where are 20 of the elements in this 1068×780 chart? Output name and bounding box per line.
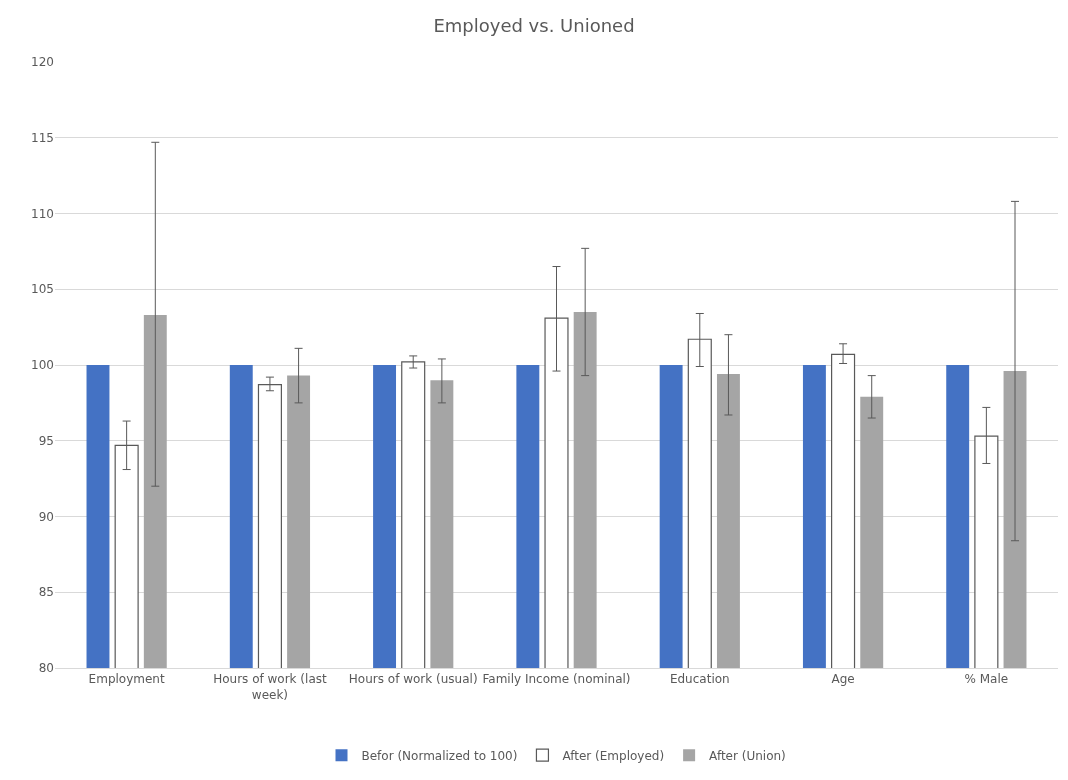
x-tick-label: Education [669, 672, 730, 687]
x-tick-label: % Male [964, 672, 1009, 687]
y-tick-label: 110 [31, 206, 54, 221]
y-tick-label: 85 [38, 585, 54, 600]
legend-label: After (Employed) [562, 748, 665, 763]
x-tick-label: Employment [88, 672, 165, 687]
y-tick-label: 120 [31, 55, 54, 70]
chart-title: Employed vs. Unioned [433, 15, 635, 37]
x-tick-label: Family Income (nominal) [482, 672, 631, 687]
x-tick-label: Age [831, 672, 855, 687]
y-tick-label: 105 [31, 282, 54, 297]
x-tick-label: Hours of work (usual) [348, 672, 478, 687]
y-tick-label: 80 [38, 661, 54, 676]
legend-label: Befor (Normalized to 100) [361, 748, 518, 763]
y-tick-label: 95 [38, 433, 54, 448]
x-tick-label: Hours of work (last week) [213, 672, 327, 702]
y-tick-label: 100 [31, 358, 54, 373]
y-tick-label: 115 [31, 130, 54, 145]
y-tick-label: 90 [38, 509, 54, 524]
legend-label: After (Union) [709, 748, 786, 763]
